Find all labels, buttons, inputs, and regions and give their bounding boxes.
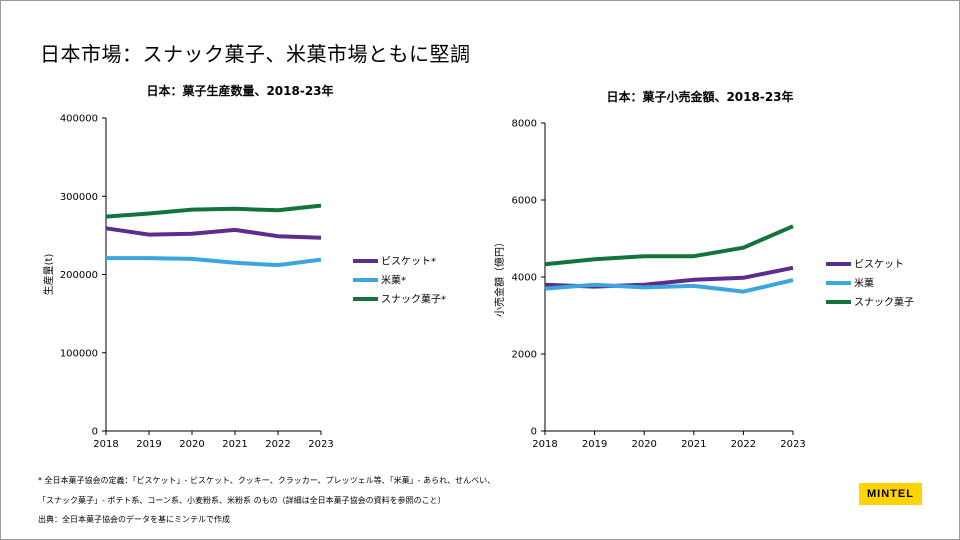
series-line-1 [105,226,322,240]
x-tick-label: 2018 [532,439,557,450]
footnote-definition-1: * 全日本菓子協会の定義：「ビスケット」- ビスケット、クッキー、クラッカー、プ… [38,476,496,485]
x-tick-label: 2023 [780,439,805,450]
x-tick-label: 2021 [222,439,247,450]
y-tick-label: 2000 [512,350,537,361]
series-line-3 [544,224,794,267]
footnote-definition-2: 「スナック菓子」- ポテト系、コーン系、小麦粉系、米粉系 のもの（詳細は全日本菓… [38,496,446,505]
y-tick-label: 6000 [512,196,537,207]
x-tick-label: 2019 [136,439,161,450]
legend-label: スナック菓子* [381,294,446,306]
x-tick-label: 2020 [179,439,204,450]
x-tick-label: 2022 [265,439,290,450]
chart-title: 日本：菓子生産数量、2018-23年 [146,83,333,98]
y-tick-label: 4000 [512,273,537,284]
legend-label: ビスケット* [381,256,436,268]
source-note: 出典：全日本菓子協会のデータを基にミンテルで作成 [38,515,230,524]
x-tick-label: 2021 [681,439,706,450]
legend-label: 米菓 [854,277,874,290]
x-tick-label: 2020 [631,439,656,450]
x-tick-label: 2022 [731,439,756,450]
mintel-logo: MINTEL [859,483,922,505]
y-axis-label: 生産量(t) [42,254,55,296]
y-axis-label: 小売金額（億円） [493,237,506,317]
y-tick-label: 400000 [60,114,98,125]
x-tick-label: 2023 [308,439,333,450]
series-line-2 [544,278,794,294]
legend-label: 米菓* [381,274,406,287]
y-tick-label: 100000 [60,348,98,359]
y-tick-label: 200000 [60,270,98,281]
chart-title: 日本：菓子小売金額、2018-23年 [606,89,793,104]
series-line-3 [105,203,322,219]
y-tick-label: 0 [92,427,98,438]
y-tick-label: 0 [531,427,537,438]
x-tick-label: 2018 [93,439,118,450]
x-tick-label: 2019 [582,439,607,450]
legend-label: ビスケット [854,259,904,271]
legend-label: スナック菓子 [854,297,914,309]
slide-title: 日本市場：スナック菓子、米菓市場ともに堅調 [40,42,471,66]
y-tick-label: 300000 [60,192,98,203]
series-line-2 [106,256,322,268]
y-tick-label: 8000 [512,119,537,130]
